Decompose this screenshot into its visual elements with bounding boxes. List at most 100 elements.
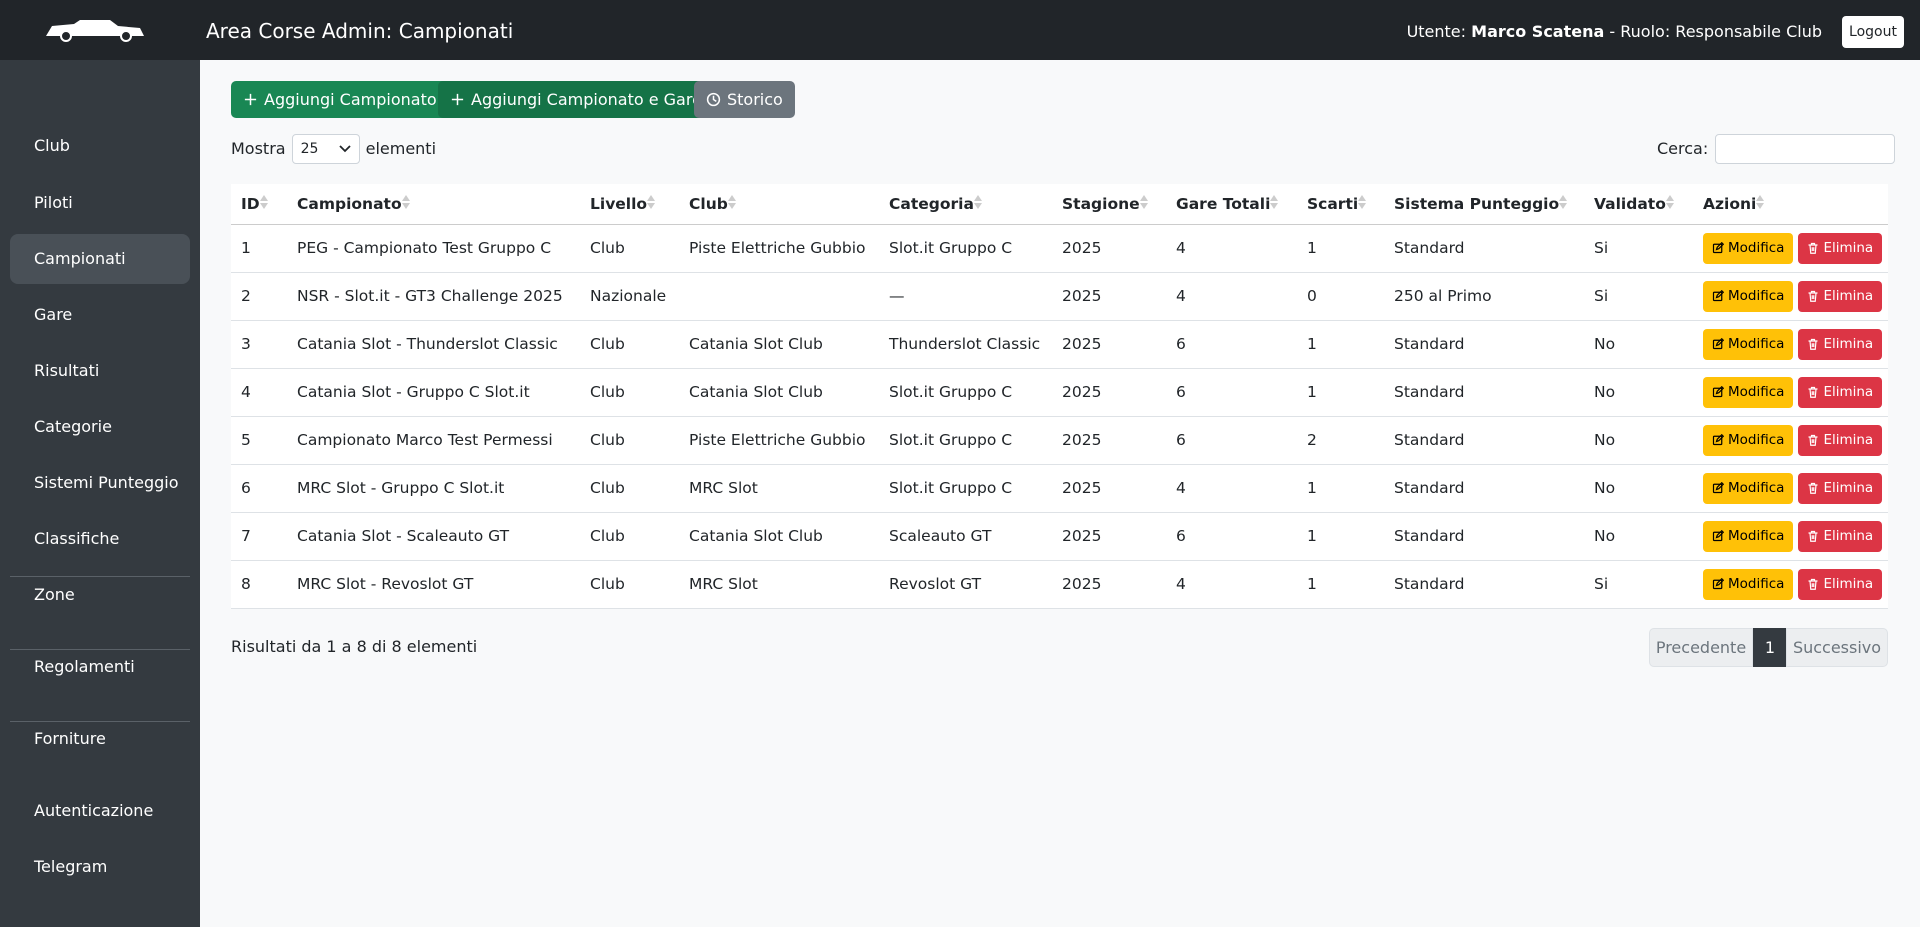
column-header[interactable]: Scarti [1297,184,1384,225]
column-title: Campionato [297,194,402,213]
trash-icon [1808,290,1818,302]
nav-item[interactable]: Autenticazione [34,801,154,820]
table-cell: Club [580,464,679,513]
trash-icon [1808,242,1818,254]
column-header[interactable]: Stagione [1052,184,1166,225]
edit-icon [1712,434,1724,446]
table-cell: Club [580,368,679,417]
edit-box [1712,483,1723,494]
table-cell: NSR - Slot.it - GT3 Challenge 2025 [287,272,580,321]
action-button[interactable]: Elimina [1798,568,1883,600]
action-label: Modifica [1728,288,1785,304]
action-button[interactable]: Modifica [1703,328,1794,360]
search-input[interactable] [1715,134,1896,164]
action-button[interactable]: Elimina [1798,424,1883,456]
nav-item[interactable]: Piloti [34,193,73,212]
action-button[interactable]: Elimina [1798,520,1883,552]
edit-box [1712,339,1723,350]
table-cell: No [1584,368,1693,417]
table-cell: 2025 [1052,272,1166,321]
plus-shape [244,93,257,106]
edit-icon [1712,578,1724,590]
sort-up [1665,194,1674,201]
toolbar-button[interactable]: Aggiungi Campionato e Gare [438,81,714,118]
page-link[interactable]: 1 [1753,628,1787,667]
table-cell: 2025 [1052,560,1166,609]
nav-item[interactable]: Categorie [34,417,112,436]
actions-cell: Modifica Elimina [1693,416,1888,465]
nav-item[interactable]: Regolamenti [34,657,135,676]
sort-indicator [1665,194,1674,209]
table-cell: 2025 [1052,464,1166,513]
column-title: Stagione [1062,194,1140,213]
action-button[interactable]: Modifica [1703,232,1794,264]
trash-shape [1808,290,1818,302]
sort-up [1270,194,1279,201]
nav-item[interactable]: Sistemi Punteggio [34,473,179,492]
column-header[interactable]: Campionato [287,184,580,225]
button-label: Aggiungi Campionato e Gare [471,90,702,109]
sort-down [1665,202,1674,209]
action-button[interactable]: Modifica [1703,280,1794,312]
sort-down [1756,202,1765,209]
action-button[interactable]: Modifica [1703,472,1794,504]
table-cell: Si [1584,272,1693,321]
edit-box [1712,387,1723,398]
column-header[interactable]: Azioni [1693,184,1888,225]
action-label: Modifica [1728,480,1785,496]
nav-item[interactable]: Risultati [34,361,100,380]
sort-up [1559,194,1568,201]
length-select[interactable]: 25 [291,134,360,164]
nav-item[interactable]: Telegram [34,857,108,876]
nav-item[interactable]: Gare [34,305,73,324]
sort-indicator [1559,194,1568,209]
nav-item[interactable]: Classifiche [34,529,120,548]
table-cell: Club [580,224,679,273]
sort-down [259,202,268,209]
table-cell: MRC Slot [679,560,879,609]
column-header[interactable]: Gare Totali [1166,184,1297,225]
action-button[interactable]: Elimina [1798,232,1883,264]
action-button[interactable]: Modifica [1703,568,1794,600]
sort-indicator [1139,194,1148,209]
action-button[interactable]: Modifica [1703,424,1794,456]
table-cell: 2025 [1052,320,1166,369]
column-header[interactable]: Livello [580,184,679,225]
column-header[interactable]: Sistema Punteggio [1384,184,1584,225]
table-cell: Slot.it Gruppo C [879,416,1052,465]
action-label: Modifica [1728,528,1785,544]
table-cell: Campionato Marco Test Permessi [287,416,580,465]
nav-divider [10,721,190,722]
toolbar-button[interactable]: Aggiungi Campionato [231,81,449,118]
action-button[interactable]: Modifica [1703,376,1794,408]
edit-pen [1715,290,1724,299]
column-header[interactable]: ID [231,184,287,225]
length-after: elementi [365,139,437,158]
action-button[interactable]: Elimina [1798,472,1883,504]
edit-box [1712,435,1723,446]
action-button[interactable]: Elimina [1798,328,1883,360]
action-button[interactable]: Modifica [1703,520,1794,552]
column-header[interactable]: Categoria [879,184,1052,225]
column-header[interactable]: Validato [1584,184,1693,225]
column-header[interactable]: Club [679,184,879,225]
toolbar-button[interactable]: Storico [694,81,795,118]
header-row: ID Campionato Livello Club Categoria Stagione… [231,184,1888,225]
nav-item[interactable]: Club [34,136,70,155]
sort-indicator [1270,194,1279,209]
action-label: Elimina [1823,432,1874,448]
table-cell: Nazionale [580,272,679,321]
page-link[interactable]: Successivo [1786,628,1888,667]
nav-item[interactable]: Campionati [10,234,190,284]
nav-item[interactable]: Forniture [34,729,106,748]
page-link[interactable]: Precedente [1649,628,1753,667]
user-label: Utente: [1406,22,1467,41]
actions-cell: Modifica Elimina [1693,368,1888,417]
action-button[interactable]: Elimina [1798,280,1883,312]
length-before: Mostra [231,139,286,158]
logout-button[interactable]: Logout [1842,16,1904,48]
action-button[interactable]: Elimina [1798,376,1883,408]
edit-box [1712,579,1723,590]
nav-item[interactable]: Zone [34,585,75,604]
